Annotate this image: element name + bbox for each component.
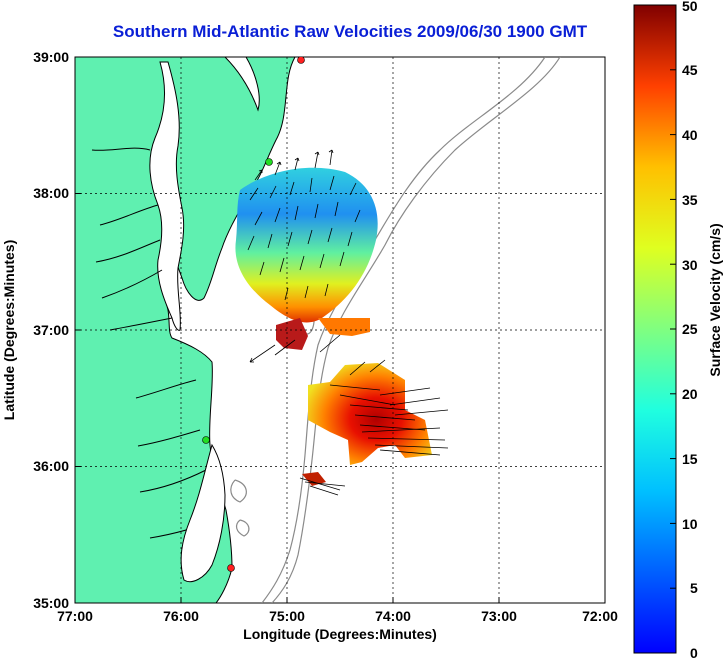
station-marker: [265, 158, 273, 166]
x-tick-label: 74:00: [375, 608, 411, 624]
colorbar-tick-label: 0: [690, 645, 698, 659]
x-tick-label: 76:00: [163, 608, 199, 624]
station-marker: [202, 436, 210, 444]
station-markers: [202, 57, 305, 572]
colorbar-tick-label: 35: [682, 192, 698, 208]
x-tick-label: 77:00: [57, 608, 93, 624]
y-tick-label: 38:00: [33, 185, 69, 201]
x-axis-label: Longitude (Degrees:Minutes): [243, 626, 437, 642]
colorbar-tick-label: 5: [690, 580, 698, 596]
y-tick-label: 35:00: [33, 595, 69, 611]
velocity-vectors: [247, 149, 449, 496]
rivers: [91, 147, 215, 539]
x-tick-label: 73:00: [481, 608, 517, 624]
station-marker: [297, 57, 305, 64]
chesapeake-bay: [149, 61, 185, 331]
colorbar-tick-label: 20: [682, 386, 698, 402]
velocity-field-north: [235, 167, 378, 350]
colorbar-label: Surface Velocity (cm/s): [707, 223, 723, 376]
colorbar-tick-label: 40: [682, 127, 698, 143]
grid-lines: [75, 57, 605, 603]
colorbar-tick-label: 50: [682, 0, 698, 14]
colorbar-tick-label: 25: [682, 321, 698, 337]
x-tick-label: 72:00: [582, 608, 618, 624]
y-tick-label: 36:00: [33, 458, 69, 474]
pamlico-sound: [180, 443, 226, 583]
map-title: Southern Mid-Atlantic Raw Velocities 200…: [112, 22, 588, 41]
axis-ticks: [74, 56, 606, 604]
x-tick-label: 75:00: [269, 608, 305, 624]
colorbar: [633, 4, 677, 654]
station-marker: [227, 564, 235, 572]
y-tick-label: 37:00: [33, 322, 69, 338]
colorbar-tick-label: 10: [682, 516, 698, 532]
colorbar-tick-label: 45: [682, 62, 698, 78]
y-axis-label: Latitude (Degrees:Minutes): [1, 240, 17, 420]
colorbar-tick-label: 15: [682, 451, 698, 467]
velocity-field-south: [302, 363, 432, 486]
y-tick-label: 39:00: [33, 49, 69, 65]
colorbar-tick-label: 30: [682, 257, 698, 273]
